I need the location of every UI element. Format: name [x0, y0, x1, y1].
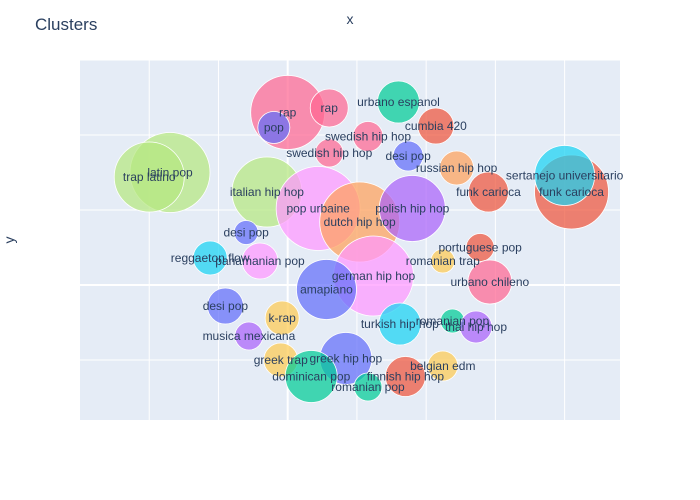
- bubble-marker[interactable]: [459, 310, 493, 344]
- bubble-label: trap latino: [123, 170, 176, 184]
- bubble-marker[interactable]: [309, 88, 349, 128]
- bubble-label: desi pop: [223, 226, 269, 240]
- bubble-marker[interactable]: [378, 175, 446, 242]
- bubble-label: romanian pop: [416, 314, 490, 328]
- bubble-label: romanian trap: [406, 254, 480, 268]
- bubble-marker[interactable]: [467, 259, 513, 305]
- bubble-label: russian hip hop: [416, 161, 498, 175]
- bubble-marker[interactable]: [113, 141, 185, 213]
- bubble-marker[interactable]: [384, 356, 426, 397]
- bubble-marker[interactable]: [206, 287, 244, 325]
- bubble-marker[interactable]: [353, 372, 383, 402]
- x-axis-title: x: [347, 11, 354, 27]
- bubble-marker[interactable]: [392, 140, 424, 172]
- bubble-label: greek hip hop: [309, 352, 382, 366]
- bubble-marker[interactable]: [378, 302, 422, 346]
- bubble-label: thai hip hop: [445, 320, 507, 334]
- bubble-label: pop: [264, 121, 284, 135]
- bubble-label: funk carioca: [539, 185, 604, 199]
- bubble-label: rap: [321, 101, 339, 115]
- bubble-label: latin pop: [147, 166, 193, 180]
- bubble-marker[interactable]: [427, 350, 459, 382]
- bubble-marker[interactable]: [468, 171, 509, 213]
- bubble-label: urbano espanol: [357, 95, 440, 109]
- bubble-label: dutch hip hop: [324, 215, 396, 229]
- bubble-label: romanian pop: [331, 380, 405, 394]
- bubble-label: reggaeton flow: [171, 251, 250, 265]
- bubble-label: turkish hip hop: [361, 317, 439, 331]
- bubble-label: amapiano: [300, 283, 353, 297]
- bubble-label: musica mexicana: [203, 329, 296, 343]
- bubble-marker[interactable]: [241, 242, 279, 280]
- bubble-label: greek trap: [254, 353, 308, 367]
- bubble-marker[interactable]: [234, 321, 264, 351]
- bubble-label: finnish hip hop: [367, 370, 445, 384]
- bubble-label: dominican pop: [272, 370, 350, 384]
- bubble-marker[interactable]: [417, 107, 455, 145]
- bubble-marker[interactable]: [284, 350, 338, 403]
- bubble-label: rap: [279, 106, 297, 120]
- bubble-marker[interactable]: [264, 300, 300, 336]
- bubble-label: cumbia 420: [405, 119, 467, 133]
- bubble-marker[interactable]: [377, 80, 420, 124]
- bubble-label: pop urbaine: [286, 202, 350, 216]
- bubble-marker[interactable]: [430, 248, 456, 274]
- bubble-marker[interactable]: [534, 145, 596, 206]
- bubble-label: panamanian pop: [215, 254, 305, 268]
- bubble-label: portuguese pop: [438, 241, 522, 255]
- bubble-label: polish hip hop: [375, 202, 449, 216]
- y-axis-title: y: [1, 237, 17, 244]
- bubble-label: desi pop: [203, 299, 249, 313]
- bubble-label: sertanejo universitario: [506, 169, 624, 183]
- bubble-marker[interactable]: [314, 138, 344, 168]
- bubble-label: desi pop: [385, 149, 431, 163]
- bubble-label: k-rap: [268, 311, 296, 325]
- bubble-marker[interactable]: [352, 121, 384, 152]
- bubble-label: belgian edm: [410, 359, 475, 373]
- bubble-label: swedish hip hop: [325, 130, 411, 144]
- bubble-marker[interactable]: [439, 150, 475, 186]
- bubble-label: funk carioca: [456, 185, 521, 199]
- bubble-marker[interactable]: [192, 240, 228, 276]
- bubble-marker[interactable]: [233, 220, 259, 245]
- bubble-layer: [113, 75, 609, 403]
- bubble-marker[interactable]: [257, 111, 291, 144]
- bubble-marker[interactable]: [465, 233, 495, 262]
- bubble-label: german hip hop: [332, 269, 416, 283]
- bubble-label: urbano chileno: [450, 275, 529, 289]
- bubble-label: italian hip hop: [230, 185, 304, 199]
- chart-title: Clusters: [35, 15, 97, 34]
- bubble-label: swedish hip hop: [286, 146, 372, 160]
- bubble-marker[interactable]: [296, 259, 357, 320]
